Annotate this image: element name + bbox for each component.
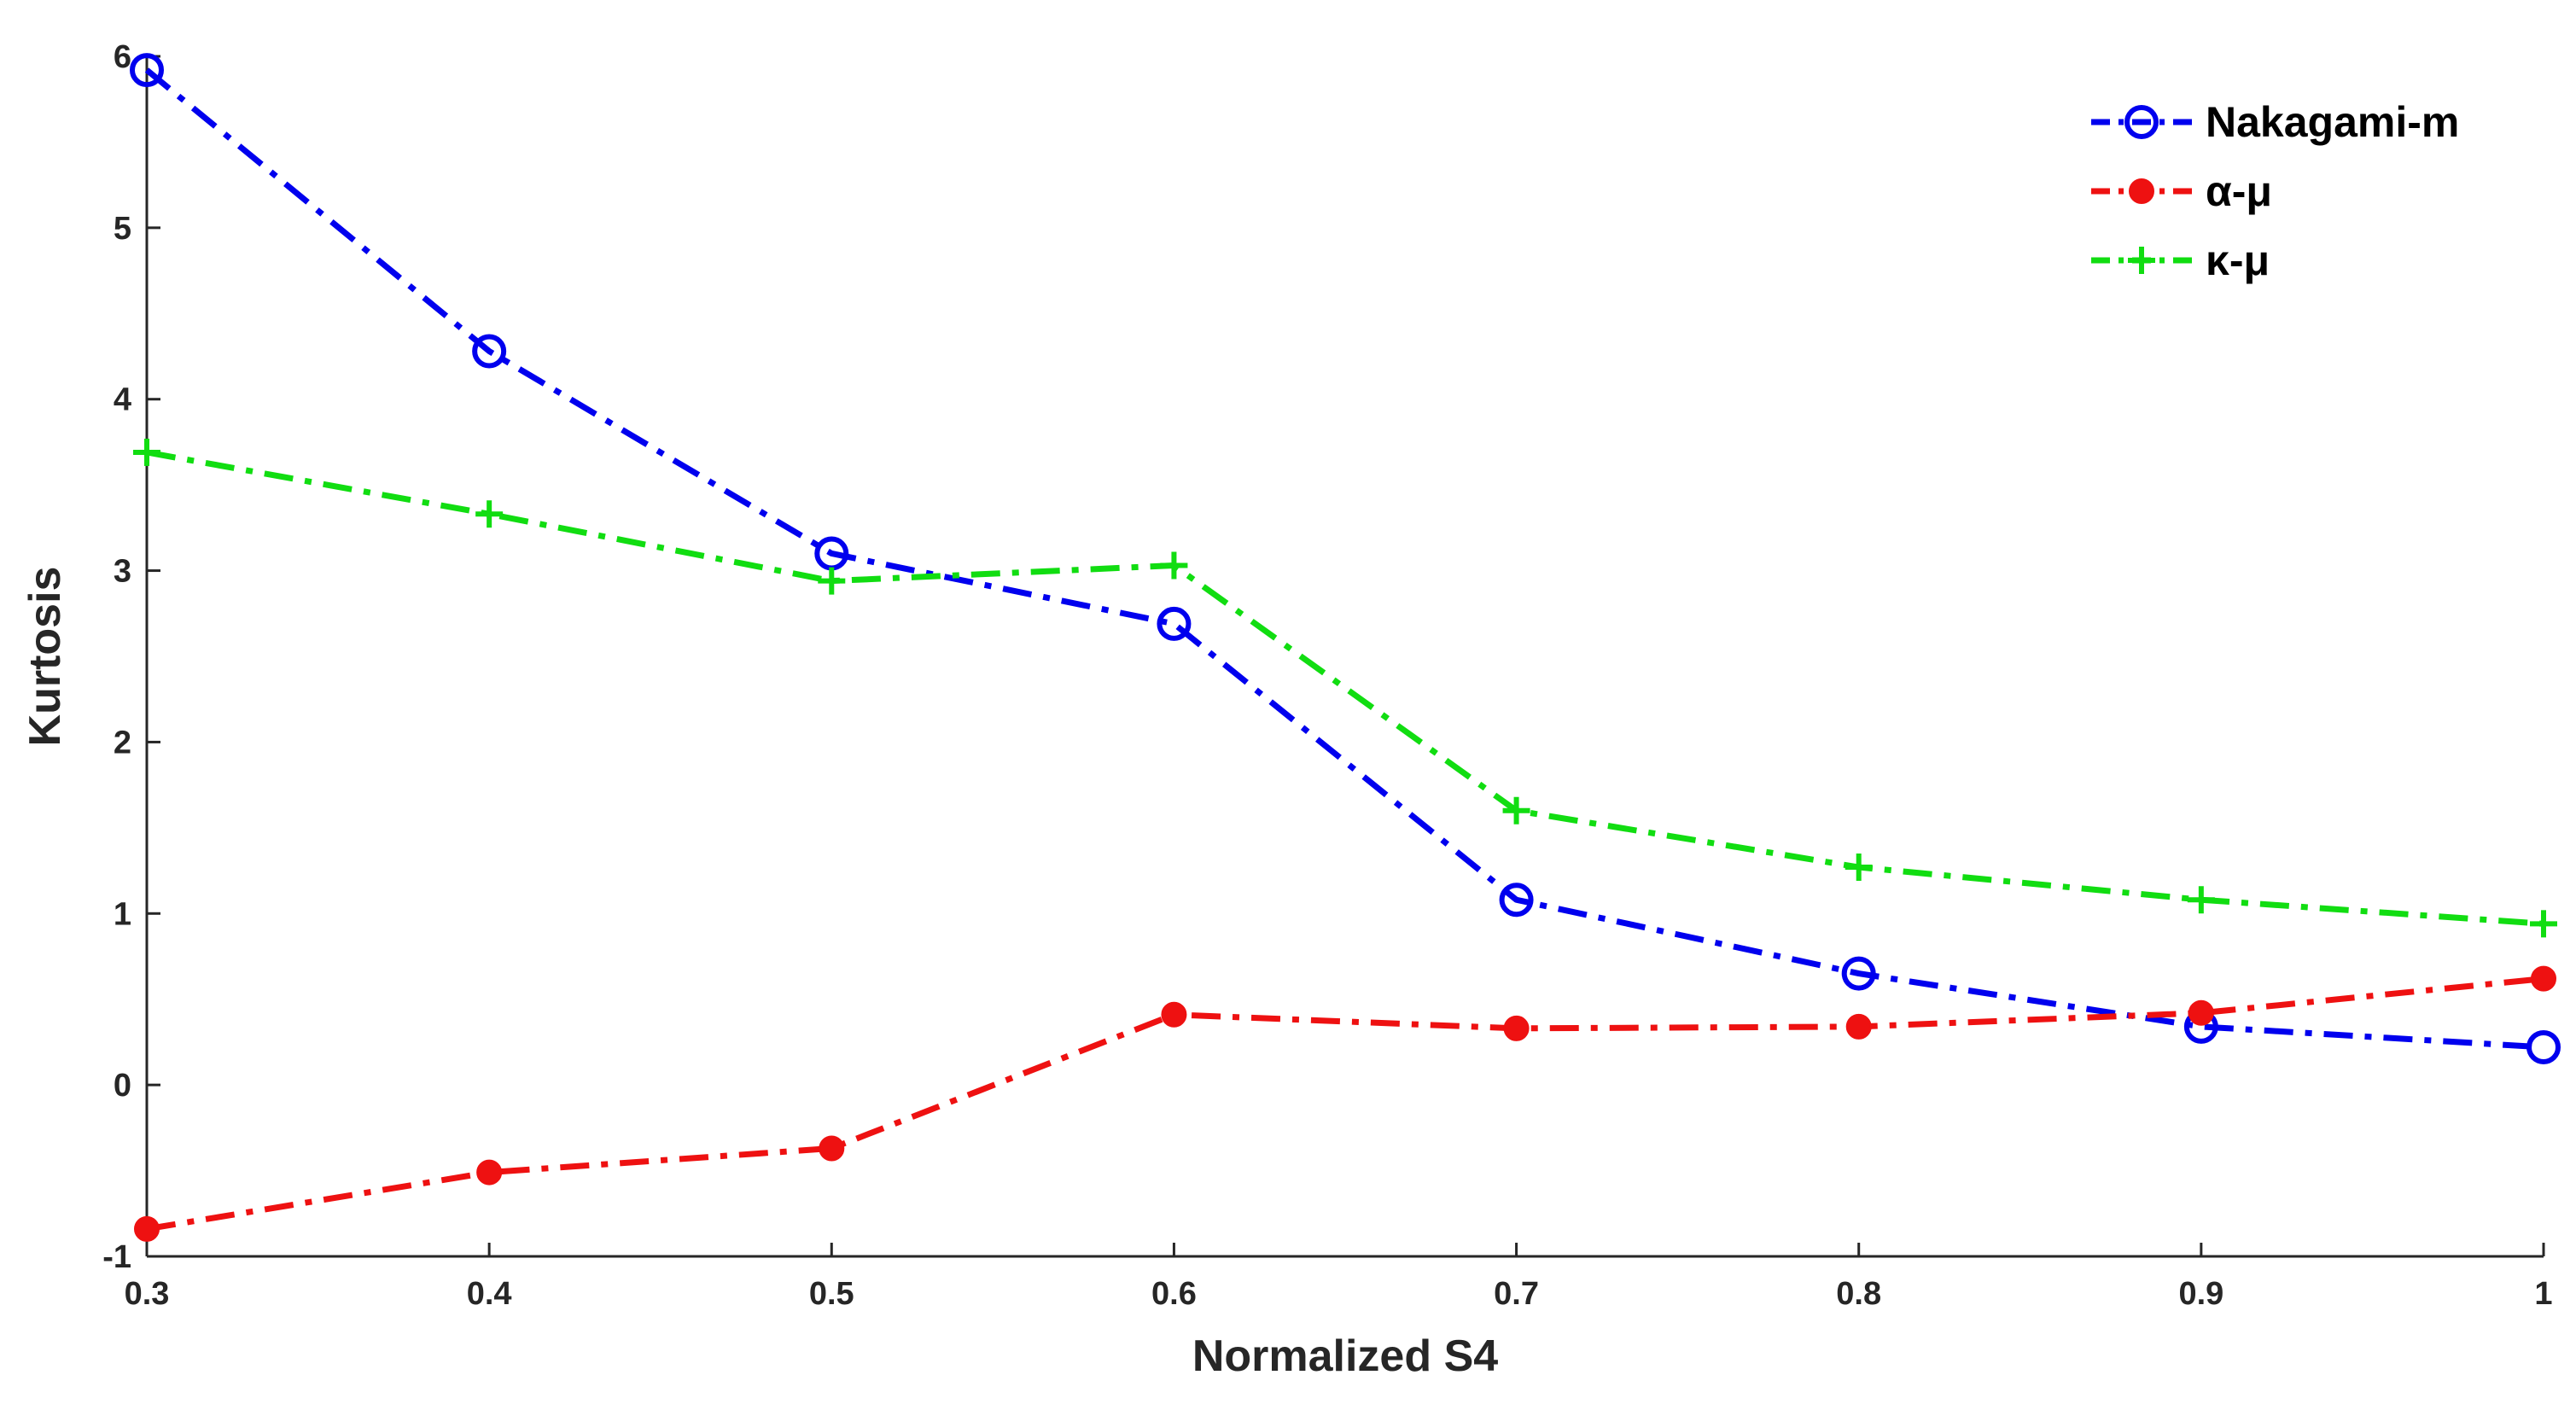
data-point-series-1 bbox=[1503, 1015, 1530, 1041]
data-point-series-2 bbox=[2187, 886, 2215, 914]
data-point-nakagami-m bbox=[1157, 606, 1192, 641]
x-tick-label: 0.4 bbox=[467, 1276, 512, 1312]
data-point-series-2 bbox=[475, 500, 504, 528]
y-axis-label: Kurtosis bbox=[20, 567, 70, 747]
series-line-series-1 bbox=[146, 976, 2544, 1232]
data-point-nakagami-m bbox=[1499, 883, 1534, 918]
data-point-series-2 bbox=[1502, 796, 1530, 824]
series-layer bbox=[130, 53, 2561, 1242]
y-tick-label: 3 bbox=[114, 554, 131, 590]
legend: Nakagami-m α-μ κ-μ bbox=[2091, 98, 2459, 284]
data-point-series-2 bbox=[2530, 910, 2557, 938]
legend-marker bbox=[2129, 178, 2154, 204]
y-tick-label: 6 bbox=[114, 39, 131, 75]
x-tick-label: 0.9 bbox=[2178, 1276, 2223, 1312]
y-tick-label: 4 bbox=[114, 382, 131, 418]
data-point-nakagami-m bbox=[472, 334, 507, 369]
x-tick-label: 0.7 bbox=[1494, 1276, 1539, 1312]
y-tick-label: -1 bbox=[102, 1239, 131, 1275]
series-series-2 bbox=[133, 438, 2557, 938]
data-point-series-2 bbox=[1845, 854, 1873, 882]
data-point-series-1 bbox=[476, 1159, 503, 1186]
y-tick-label: 5 bbox=[114, 211, 131, 247]
data-point-nakagami-m bbox=[1841, 956, 1876, 991]
y-tick-label: 2 bbox=[114, 725, 131, 760]
legend-label: κ-μ bbox=[2206, 236, 2270, 284]
series-line-series-2 bbox=[146, 449, 2544, 927]
series-nakagami-m bbox=[130, 53, 2561, 1064]
data-point-series-1 bbox=[1845, 1013, 1872, 1040]
data-point-series-1 bbox=[2531, 965, 2556, 992]
legend-marker bbox=[2128, 247, 2155, 274]
data-point-series-1 bbox=[134, 1215, 160, 1242]
legend-label: Nakagami-m bbox=[2206, 98, 2459, 146]
data-point-nakagami-m bbox=[130, 53, 164, 88]
y-tick-label: 1 bbox=[114, 896, 131, 932]
legend-marker bbox=[2124, 105, 2159, 139]
data-point-series-2 bbox=[1160, 551, 1188, 580]
axes-layer: 0.3 0.4 0.5 0.6 0.7 0.8 0.9 1 -1 0 1 2 3 4 5 6 bbox=[102, 39, 2552, 1312]
series-series-1 bbox=[134, 965, 2556, 1242]
data-point-series-2 bbox=[818, 567, 846, 595]
legend-entry-nakagami-m: Nakagami-m bbox=[2091, 98, 2459, 146]
data-point-series-1 bbox=[2188, 999, 2214, 1026]
data-point-series-1 bbox=[1161, 1001, 1187, 1028]
x-axis-label: Normalized S4 bbox=[1192, 1331, 1498, 1381]
x-tick-label: 1 bbox=[2534, 1276, 2552, 1312]
data-point-nakagami-m bbox=[2526, 1029, 2561, 1064]
legend-entry-series-2: κ-μ bbox=[2091, 236, 2270, 284]
legend-label: α-μ bbox=[2206, 167, 2272, 215]
x-tick-label: 0.5 bbox=[809, 1276, 854, 1312]
y-tick-label: 0 bbox=[114, 1068, 131, 1104]
x-tick-label: 0.6 bbox=[1151, 1276, 1197, 1312]
data-point-series-2 bbox=[133, 438, 160, 466]
data-point-series-1 bbox=[819, 1135, 845, 1162]
legend-entry-series-1: α-μ bbox=[2091, 167, 2272, 215]
x-tick-label: 0.3 bbox=[125, 1276, 170, 1312]
x-tick-label: 0.8 bbox=[1836, 1276, 1881, 1312]
